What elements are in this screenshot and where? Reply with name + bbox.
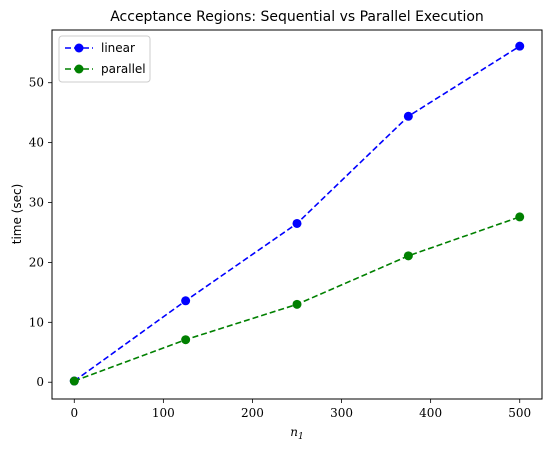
- data-point-linear: [403, 111, 413, 121]
- y-tick-label: 50: [29, 76, 44, 90]
- y-axis-label: time (sec): [10, 184, 24, 245]
- legend-marker-parallel: [74, 64, 84, 74]
- y-axis-ticks: 0 10 20 30 40 50: [29, 76, 52, 389]
- legend-marker-linear: [74, 43, 84, 53]
- y-tick-label: 30: [29, 196, 44, 210]
- x-tick-label: 500: [508, 406, 531, 420]
- y-tick-label: 0: [36, 375, 44, 389]
- data-point-parallel: [181, 335, 191, 345]
- legend: linear parallel: [58, 35, 151, 83]
- x-axis-label-subscript: 1: [298, 432, 304, 442]
- x-axis-label-main: n: [290, 425, 298, 439]
- plot-area: [69, 41, 525, 386]
- y-tick-label: 20: [29, 255, 44, 269]
- data-point-parallel: [403, 251, 413, 261]
- data-point-parallel: [69, 376, 79, 386]
- data-point-linear: [515, 41, 525, 51]
- data-point-linear: [292, 218, 302, 228]
- x-axis-ticks: 0 100 200 300 400 500: [70, 399, 531, 420]
- chart-title: Acceptance Regions: Sequential vs Parall…: [110, 9, 484, 25]
- axes-frame: [51, 29, 543, 400]
- x-tick-label: 200: [241, 406, 264, 420]
- y-tick-label: 40: [29, 136, 44, 150]
- data-point-parallel: [515, 212, 525, 222]
- x-tick-label: 100: [152, 406, 175, 420]
- x-tick-label: 400: [419, 406, 442, 420]
- x-axis-label: n1: [290, 425, 303, 442]
- legend-label-linear: linear: [101, 41, 135, 55]
- y-tick-label: 10: [29, 315, 44, 329]
- legend-label-parallel: parallel: [101, 62, 146, 76]
- data-point-parallel: [292, 299, 302, 309]
- x-tick-label: 0: [70, 406, 78, 420]
- x-tick-label: 300: [330, 406, 353, 420]
- data-point-linear: [181, 296, 191, 306]
